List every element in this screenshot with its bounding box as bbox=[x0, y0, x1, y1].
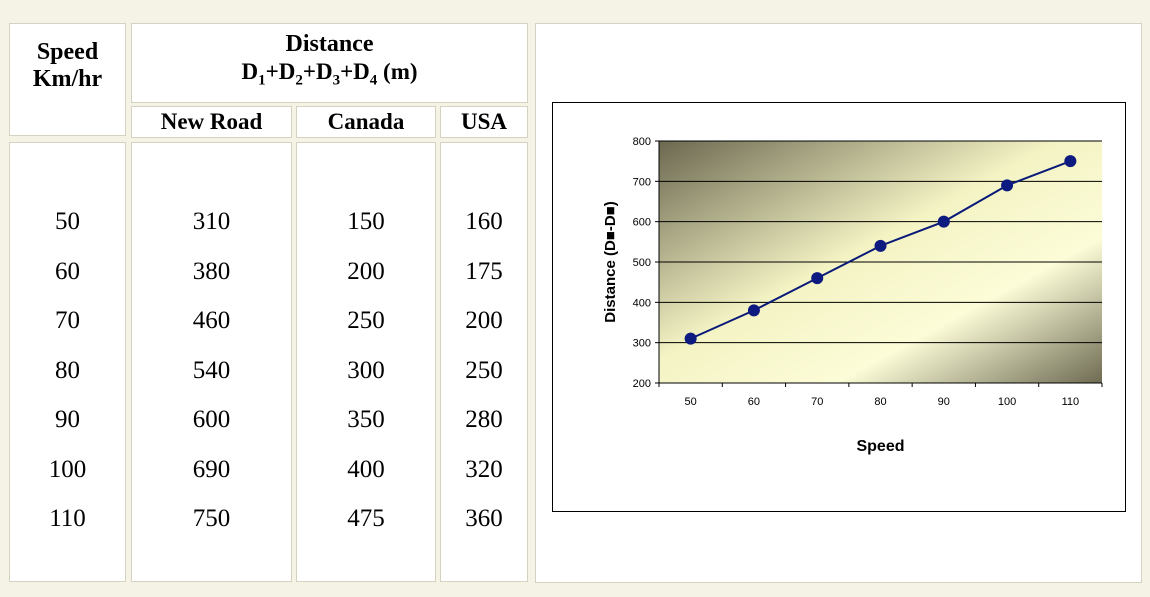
x-ticks: 50 60 70 80 90 100 110 bbox=[658, 383, 1103, 408]
y-tick-label: 200 bbox=[633, 378, 651, 390]
new-road-value: 540 bbox=[192, 356, 231, 384]
x-tick-label: 60 bbox=[748, 396, 760, 408]
usa-value: 175 bbox=[465, 257, 503, 285]
data-point bbox=[1001, 179, 1014, 192]
data-point bbox=[1064, 155, 1077, 168]
speed-value: 90 bbox=[55, 406, 80, 433]
x-tick-label: 90 bbox=[938, 396, 950, 408]
usa-value: 320 bbox=[465, 455, 503, 483]
data-point bbox=[684, 332, 697, 345]
speed-column: 50 60 70 80 90 100 110 bbox=[9, 142, 126, 582]
line-chart: 200 300 400 500 600 700 800 50 60 70 80 90 100 110 S… bbox=[602, 136, 1103, 455]
canada-value: 350 bbox=[347, 406, 385, 433]
y-tick-label: 500 bbox=[633, 257, 651, 269]
grid-lines bbox=[659, 140, 1102, 344]
data-point bbox=[874, 239, 887, 252]
usa-value: 250 bbox=[465, 356, 503, 384]
speed-value: 80 bbox=[55, 356, 80, 384]
speed-value: 100 bbox=[48, 455, 87, 483]
new-road-value: 750 bbox=[192, 505, 231, 532]
column-header-canada: Canada bbox=[296, 106, 436, 138]
usa-column: 160 175 200 250 280 320 360 bbox=[440, 142, 528, 582]
series-markers bbox=[684, 155, 1077, 345]
x-tick-label: 110 bbox=[1062, 396, 1080, 408]
speed-header-line2: Km/hr bbox=[32, 66, 103, 92]
new-road-value: 690 bbox=[192, 455, 231, 483]
speed-header-cell: Speed Km/hr bbox=[9, 23, 126, 136]
canada-column: 150 200 250 300 350 400 475 bbox=[296, 142, 436, 582]
x-tick-label: 100 bbox=[998, 396, 1016, 408]
usa-value: 160 bbox=[465, 208, 503, 235]
x-tick-label: 50 bbox=[685, 396, 697, 408]
x-tick-label: 80 bbox=[874, 396, 886, 408]
canada-value: 300 bbox=[347, 356, 385, 384]
data-point bbox=[937, 215, 950, 228]
speed-header-line1: Speed bbox=[36, 39, 99, 65]
canada-value: 150 bbox=[347, 208, 385, 235]
y-tick-label: 400 bbox=[633, 297, 651, 309]
distance-header-cell: Distance D1+D2+D3+D4 (m) bbox=[131, 23, 528, 103]
canada-value: 400 bbox=[347, 455, 385, 483]
new-road-value: 310 bbox=[192, 208, 231, 235]
chart-panel: 200 300 400 500 600 700 800 50 60 70 80 90 100 110 S… bbox=[535, 23, 1142, 583]
y-tick-label: 300 bbox=[633, 338, 651, 350]
distance-header-title: Distance bbox=[285, 31, 374, 57]
canada-value: 200 bbox=[347, 257, 385, 285]
column-header-new-road: New Road bbox=[131, 106, 292, 138]
speed-value: 70 bbox=[55, 307, 80, 334]
column-header-usa: USA bbox=[440, 106, 528, 138]
x-axis-label: Speed bbox=[856, 438, 904, 455]
y-tick-label: 600 bbox=[633, 217, 651, 229]
canada-value: 250 bbox=[347, 307, 385, 334]
y-ticks: 200 300 400 500 600 700 800 bbox=[633, 136, 659, 390]
distance-formula: D1+D2+D3+D4 (m) bbox=[241, 59, 418, 89]
speed-value: 110 bbox=[49, 505, 86, 532]
y-tick-label: 800 bbox=[633, 136, 651, 148]
usa-value: 280 bbox=[465, 406, 503, 433]
new-road-value: 600 bbox=[192, 406, 231, 433]
canada-value: 475 bbox=[347, 505, 385, 532]
chart-frame: 200 300 400 500 600 700 800 50 60 70 80 90 100 110 S… bbox=[552, 102, 1126, 512]
data-point bbox=[811, 272, 824, 285]
x-tick-label: 70 bbox=[811, 396, 823, 408]
new-road-value: 460 bbox=[192, 307, 231, 334]
usa-value: 200 bbox=[465, 307, 503, 334]
new-road-column: 310 380 460 540 600 690 750 bbox=[131, 142, 292, 582]
data-point bbox=[747, 304, 760, 317]
new-road-value: 380 bbox=[192, 257, 231, 285]
y-axis-label: Distance (D■-D■) bbox=[602, 201, 619, 322]
y-tick-label: 700 bbox=[633, 176, 651, 188]
usa-value: 360 bbox=[465, 505, 503, 532]
speed-value: 50 bbox=[55, 208, 80, 235]
speed-value: 60 bbox=[55, 257, 80, 285]
